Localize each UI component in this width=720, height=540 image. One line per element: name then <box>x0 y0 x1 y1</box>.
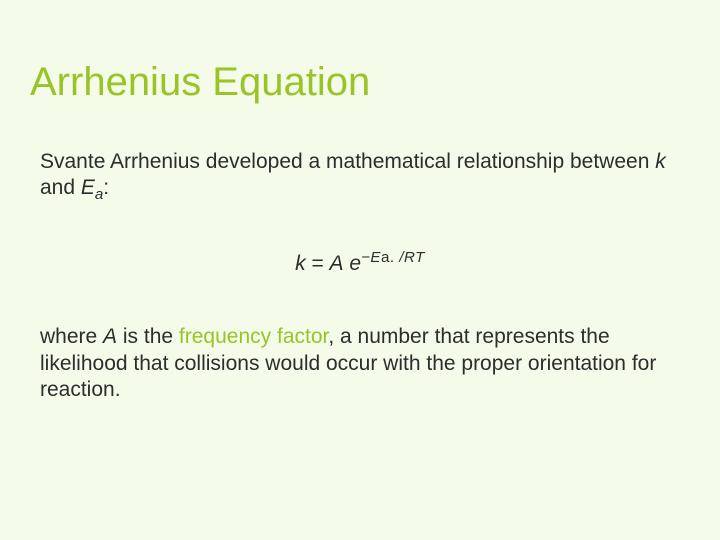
intro-text-3: : <box>103 176 109 199</box>
explanation-paragraph: where A is the frequency factor, a numbe… <box>40 324 680 403</box>
variable-k: k <box>655 150 666 173</box>
term-frequency-factor: frequency factor <box>179 325 328 348</box>
eq-exp-a-dot: a. <box>381 249 399 266</box>
intro-text-2: and <box>40 176 81 199</box>
eq-exp-RT: /RT <box>399 249 425 266</box>
intro-text-1: Svante Arrhenius developed a mathematica… <box>40 150 655 173</box>
para2-mid: is the <box>117 325 179 348</box>
eq-exp-neg-Ea: −E <box>361 249 381 266</box>
para2-start: where <box>40 325 103 348</box>
eq-equals-A-e: = <box>306 252 330 275</box>
intro-paragraph: Svante Arrhenius developed a mathematica… <box>40 149 680 205</box>
eq-A: A <box>330 252 344 275</box>
equation: k = A e−Ea. /RT <box>40 249 680 276</box>
eq-k: k <box>295 252 306 275</box>
variable-E: E <box>81 176 95 199</box>
eq-exponent: −Ea. /RT <box>361 249 425 266</box>
slide-title: Arrhenius Equation <box>30 60 680 105</box>
eq-e: e <box>349 252 361 275</box>
slide: Arrhenius Equation Svante Arrhenius deve… <box>0 0 720 540</box>
variable-A: A <box>103 325 117 348</box>
